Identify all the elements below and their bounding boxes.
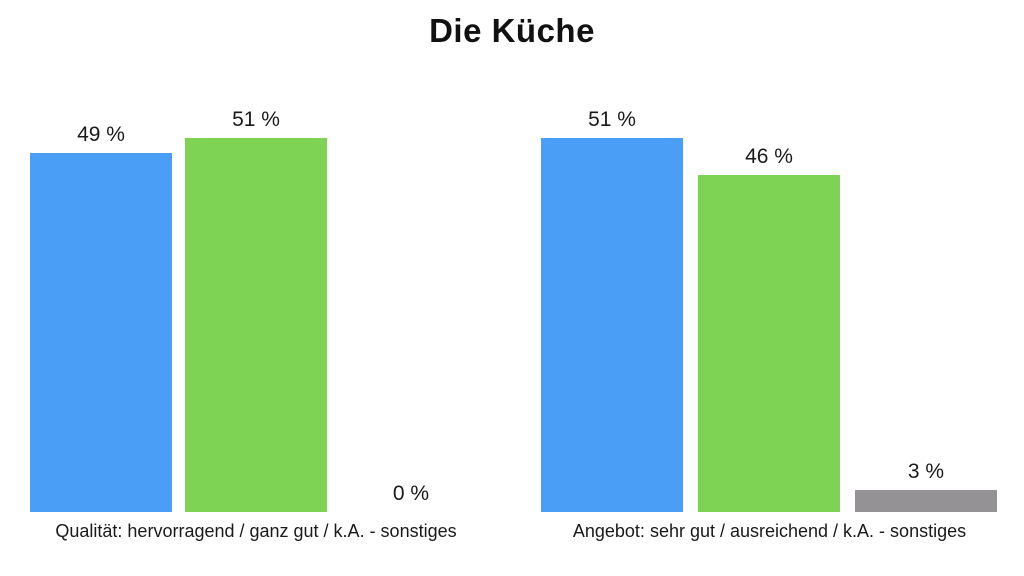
- bar-slot: 46 %: [698, 138, 840, 512]
- bar-value-label: 0 %: [392, 482, 430, 505]
- group-caption: Angebot: sehr gut / ausreichend / k.A. -…: [572, 521, 967, 541]
- bar-value-label: 51 %: [588, 108, 636, 131]
- bar-group-angebot: 51 % 46 % 3 % Angebot: sehr gut / ausreich…: [541, 108, 998, 542]
- bar-slot: 3 %: [855, 138, 997, 512]
- bar-slot: 51 %: [185, 108, 327, 512]
- bar-slot: 0 %: [340, 138, 482, 512]
- bar: [185, 138, 327, 512]
- bar-value-label: 46 %: [745, 145, 793, 168]
- bar: [30, 153, 172, 512]
- bar: [541, 138, 683, 512]
- chart-title: Die Küche: [429, 12, 595, 49]
- bar-value-label: 3 %: [907, 460, 945, 483]
- bar: [855, 490, 997, 512]
- group-caption: Qualität: hervorragend / ganz gut / k.A.…: [55, 521, 457, 541]
- bar-group-bars: 51 % 46 % 3 %: [541, 108, 998, 512]
- bar: [698, 175, 840, 512]
- bar-value-label: 49 %: [77, 123, 125, 146]
- bar-slot: 51 %: [541, 108, 683, 512]
- bar-group-qualitaet: 49 % 51 % 0 % Qualität: hervorragend / gan…: [30, 108, 482, 542]
- bar-value-label: 51 %: [232, 108, 280, 131]
- bar-group-bars: 49 % 51 % 0 %: [30, 108, 482, 512]
- bar-slot: 49 %: [30, 123, 172, 512]
